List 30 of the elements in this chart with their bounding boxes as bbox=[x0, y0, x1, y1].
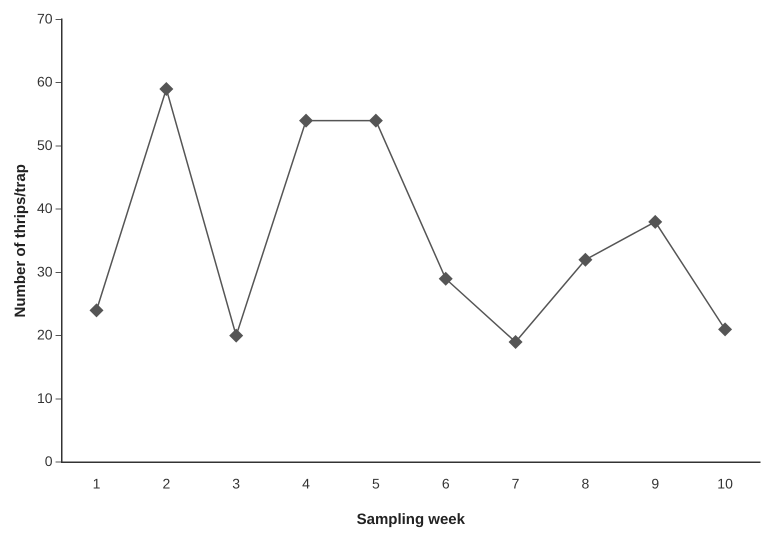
y-axis-title: Number of thrips/trap bbox=[12, 164, 30, 318]
x-tick-label: 9 bbox=[651, 475, 660, 492]
point bbox=[508, 335, 523, 350]
x-axis-title: Sampling week bbox=[356, 511, 466, 528]
point bbox=[648, 214, 662, 229]
x-tick-label: 8 bbox=[581, 475, 590, 492]
point bbox=[368, 114, 383, 128]
y-tick-label: 50 bbox=[36, 136, 53, 153]
x-tick-label: 6 bbox=[442, 475, 450, 492]
x-tick-label: 4 bbox=[302, 475, 310, 492]
y-tick-label: 30 bbox=[36, 263, 53, 280]
y-tick-label: 60 bbox=[36, 74, 53, 90]
y-tick-label: 0 bbox=[44, 453, 53, 470]
point bbox=[89, 303, 104, 318]
x-tick-label: 10 bbox=[717, 475, 734, 492]
x-tick-label: 3 bbox=[232, 475, 240, 492]
x-tick-label: 7 bbox=[512, 475, 520, 492]
point bbox=[159, 82, 174, 96]
y-tick-label: 40 bbox=[36, 200, 53, 216]
y-tick-label: 10 bbox=[36, 390, 53, 406]
point bbox=[299, 114, 314, 128]
point bbox=[229, 328, 244, 343]
point bbox=[578, 252, 592, 267]
y-tick-label: 20 bbox=[36, 326, 53, 343]
point bbox=[438, 272, 453, 286]
point bbox=[718, 322, 732, 336]
x-tick-label: 2 bbox=[162, 475, 170, 492]
x-tick-label: 5 bbox=[372, 475, 380, 492]
x-tick-label: 1 bbox=[92, 475, 101, 492]
y-tick-label: 70 bbox=[36, 10, 53, 26]
